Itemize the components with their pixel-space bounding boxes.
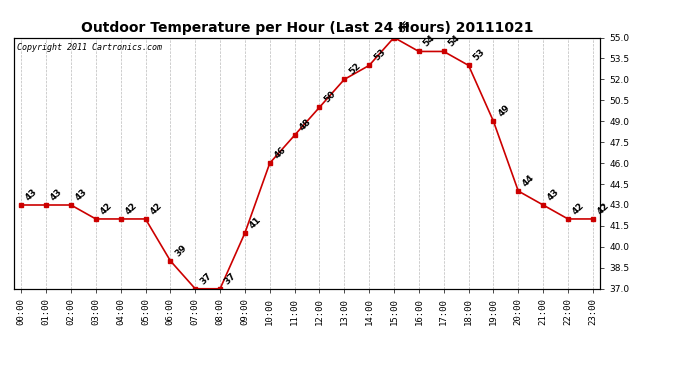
Text: 48: 48 [297, 117, 313, 132]
Text: 54: 54 [446, 33, 462, 49]
Text: 42: 42 [124, 201, 139, 216]
Text: 41: 41 [248, 215, 263, 230]
Text: 46: 46 [273, 145, 288, 160]
Text: 43: 43 [49, 187, 64, 202]
Text: Copyright 2011 Cartronics.com: Copyright 2011 Cartronics.com [17, 42, 161, 51]
Text: 42: 42 [148, 201, 164, 216]
Text: 55: 55 [397, 20, 412, 35]
Text: 37: 37 [198, 271, 213, 286]
Text: 43: 43 [24, 187, 39, 202]
Text: 39: 39 [173, 243, 188, 258]
Text: 42: 42 [571, 201, 586, 216]
Text: 43: 43 [546, 187, 561, 202]
Text: 49: 49 [496, 103, 511, 118]
Text: 53: 53 [372, 47, 387, 63]
Text: 52: 52 [347, 62, 362, 76]
Text: 53: 53 [471, 47, 486, 63]
Text: 42: 42 [595, 201, 611, 216]
Text: 37: 37 [223, 271, 238, 286]
Text: 42: 42 [99, 201, 114, 216]
Title: Outdoor Temperature per Hour (Last 24 Hours) 20111021: Outdoor Temperature per Hour (Last 24 Ho… [81, 21, 533, 35]
Text: 54: 54 [422, 33, 437, 49]
Text: 50: 50 [322, 89, 337, 105]
Text: 43: 43 [74, 187, 89, 202]
Text: 44: 44 [521, 173, 536, 188]
